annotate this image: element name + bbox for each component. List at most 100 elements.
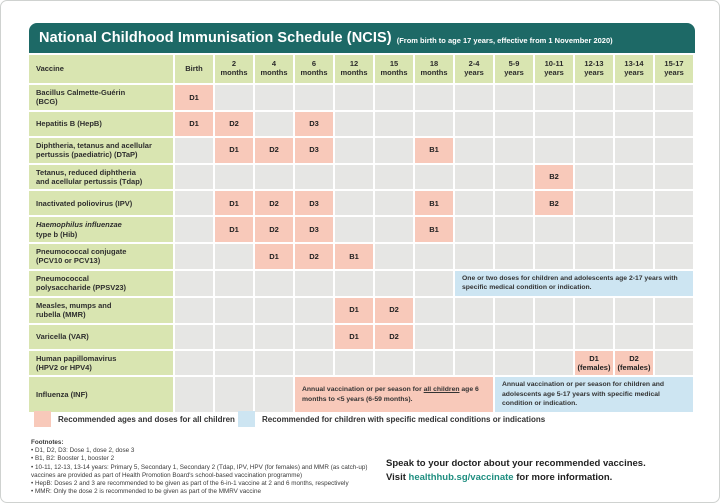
empty-cell: [255, 377, 293, 412]
vaccine-column-header: Vaccine: [29, 55, 173, 83]
empty-cell: [295, 270, 333, 296]
title-bar: National Childhood Immunisation Schedule…: [29, 23, 695, 53]
vaccine-name-cell: Pneumococcal polysaccharide (PPSV23): [29, 270, 173, 296]
empty-cell: [255, 297, 293, 323]
footer-line2-prefix: Visit: [386, 472, 409, 484]
dose-cell: D2: [215, 111, 253, 136]
dose-cell: B1: [415, 217, 453, 242]
dose-cell: D1: [255, 244, 293, 269]
dose-cell: D2 (females): [615, 350, 653, 376]
vaccine-name-cell: Human papillomavirus (HPV2 or HPV4): [29, 350, 173, 376]
empty-cell: [375, 217, 413, 242]
empty-cell: [615, 164, 653, 190]
footnotes-list: D1, D2, D3: Dose 1, dose 2, dose 3B1, B2…: [31, 447, 383, 496]
vaccine-row: Pneumococcal polysaccharide (PPSV23) One o…: [29, 270, 693, 296]
table-body: Bacillus Calmette-Guérin (BCG) D1 Hepatitis…: [29, 85, 693, 412]
empty-cell: [335, 164, 373, 190]
empty-cell: [655, 350, 693, 376]
empty-cell: [655, 244, 693, 269]
footer-line1: Speak to your doctor about your recommen…: [386, 458, 646, 469]
empty-cell: [495, 137, 533, 163]
empty-cell: [495, 85, 533, 110]
empty-cell: [575, 111, 613, 136]
empty-cell: [535, 217, 573, 242]
empty-cell: [575, 191, 613, 216]
vaccine-name-cell: Inactivated poliovirus (IPV): [29, 191, 173, 216]
empty-cell: [535, 324, 573, 349]
empty-cell: [215, 270, 253, 296]
empty-cell: [615, 244, 653, 269]
dose-cell: D2: [295, 244, 333, 269]
page-subtitle: (From birth to age 17 years, effective f…: [396, 35, 613, 45]
empty-cell: [295, 164, 333, 190]
empty-cell: [575, 85, 613, 110]
empty-cell: [375, 111, 413, 136]
age-column-header: 18 months: [415, 55, 453, 83]
dose-cell: D1: [215, 217, 253, 242]
empty-cell: [655, 324, 693, 349]
dose-cell: D2: [255, 191, 293, 216]
footnotes-title: Footnotes:: [31, 439, 64, 446]
age-column-header: 2-4 years: [455, 55, 493, 83]
vaccine-name-cell: Bacillus Calmette-Guérin (BCG): [29, 85, 173, 110]
dose-cell: D3: [295, 217, 333, 242]
dose-cell: D1: [215, 191, 253, 216]
empty-cell: [495, 164, 533, 190]
healthhub-link[interactable]: healthhub.sg/vaccinate: [408, 472, 514, 484]
dose-cell: D3: [295, 137, 333, 163]
vaccine-row: Diphtheria, tetanus and acellular pertuss…: [29, 137, 693, 163]
empty-cell: [375, 270, 413, 296]
empty-cell: [175, 350, 213, 376]
empty-cell: [615, 217, 653, 242]
footnote-item: B1, B2: Booster 1, booster 2: [31, 455, 383, 463]
empty-cell: [455, 324, 493, 349]
empty-cell: [535, 85, 573, 110]
medical-condition-note-cell: One or two doses for children and adoles…: [455, 270, 693, 296]
empty-cell: [255, 164, 293, 190]
legend-label: Recommended for children with specific m…: [262, 414, 546, 424]
empty-cell: [535, 297, 573, 323]
dose-cell: B1: [335, 244, 373, 269]
footnote-item: MMR: Only the dose 2 is recommended to b…: [31, 488, 383, 496]
empty-cell: [215, 324, 253, 349]
dose-cell: D3: [295, 191, 333, 216]
empty-cell: [295, 297, 333, 323]
empty-cell: [255, 324, 293, 349]
empty-cell: [575, 164, 613, 190]
empty-cell: [455, 244, 493, 269]
age-column-header: 10-11 years: [535, 55, 573, 83]
vaccine-name-cell: Measles, mumps and rubella (MMR): [29, 297, 173, 323]
all-children-note-cell: Annual vaccination or per season for all…: [295, 377, 493, 412]
empty-cell: [335, 191, 373, 216]
empty-cell: [295, 324, 333, 349]
age-column-header: 15 months: [375, 55, 413, 83]
footnote-item: 10-11, 12-13, 13-14 years: Primary 5, Se…: [31, 464, 383, 480]
empty-cell: [175, 164, 213, 190]
legend: Recommended ages and doses for all child…: [34, 411, 545, 427]
empty-cell: [495, 217, 533, 242]
empty-cell: [535, 111, 573, 136]
age-column-header: 13-14 years: [615, 55, 653, 83]
empty-cell: [575, 297, 613, 323]
empty-cell: [375, 350, 413, 376]
empty-cell: [215, 244, 253, 269]
empty-cell: [215, 377, 253, 412]
dose-cell: B2: [535, 191, 573, 216]
vaccine-name-cell: Haemophilus influenzae type b (Hib): [29, 217, 173, 242]
vaccine-name-cell: Varicella (VAR): [29, 324, 173, 349]
empty-cell: [175, 377, 213, 412]
empty-cell: [575, 217, 613, 242]
dose-cell: D2: [375, 324, 413, 349]
footer-message: Speak to your doctor about your recommen…: [386, 457, 698, 486]
empty-cell: [415, 324, 453, 349]
empty-cell: [175, 270, 213, 296]
dose-cell: B1: [415, 191, 453, 216]
empty-cell: [615, 111, 653, 136]
pink-legend-swatch: [34, 411, 51, 427]
empty-cell: [335, 111, 373, 136]
empty-cell: [215, 297, 253, 323]
vaccine-row: Bacillus Calmette-Guérin (BCG) D1: [29, 85, 693, 110]
empty-cell: [415, 297, 453, 323]
empty-cell: [215, 350, 253, 376]
empty-cell: [255, 85, 293, 110]
